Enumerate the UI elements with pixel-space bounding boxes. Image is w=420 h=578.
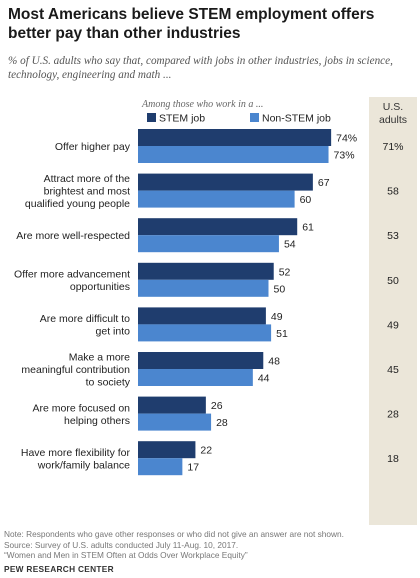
- us-adults-value: 45: [387, 364, 399, 376]
- chart-subtitle: % of U.S. adults who say that, compared …: [8, 55, 393, 81]
- source-organization: PEW RESEARCH CENTER: [4, 564, 114, 574]
- value-label-stem: 74%: [336, 133, 357, 145]
- report-title-line: “Women and Men in STEM Often at Odds Ove…: [4, 550, 248, 560]
- bar-stem: [138, 129, 332, 146]
- source-line: Source: Survey of U.S. adults conducted …: [4, 539, 239, 550]
- category-label: work/family balance: [37, 459, 130, 471]
- bar-stem: [138, 218, 298, 236]
- category-label: Offer higher pay: [55, 141, 131, 153]
- bar-non-stem: [138, 413, 212, 431]
- us-adults-header: adults: [379, 114, 407, 126]
- category-label: get into: [96, 326, 131, 338]
- us-adults-value: 49: [387, 319, 399, 331]
- value-label-non-stem: 60: [300, 194, 312, 206]
- category-label: Attract more of the: [44, 173, 131, 185]
- us-adults-value: 18: [387, 453, 399, 465]
- value-label-stem: 48: [268, 356, 280, 368]
- category-label: Have more flexibility for: [21, 447, 131, 459]
- value-label-non-stem: 44: [258, 373, 270, 385]
- bar-non-stem: [138, 279, 269, 297]
- value-label-non-stem: 54: [284, 239, 296, 251]
- bar-stem: [138, 396, 206, 414]
- bar-stem: [138, 307, 266, 325]
- value-label-non-stem: 17: [187, 462, 199, 474]
- value-label-non-stem: 50: [274, 283, 286, 295]
- bar-non-stem: [138, 190, 295, 208]
- category-label: qualified young people: [25, 198, 130, 210]
- us-adults-panel: [369, 97, 417, 525]
- value-label-non-stem: 28: [216, 417, 228, 429]
- us-adults-value: 58: [387, 186, 399, 198]
- value-label-non-stem: 73%: [334, 150, 355, 162]
- category-label: Make a more: [69, 352, 130, 364]
- value-label-stem: 49: [271, 311, 283, 323]
- category-label: meaningful contribution: [21, 364, 130, 376]
- bar-chart: U.S.adults Among those who work in a ...…: [14, 97, 417, 525]
- bar-non-stem: [138, 458, 183, 476]
- category-label: to society: [86, 377, 131, 389]
- value-label-stem: 67: [318, 177, 330, 189]
- value-label-stem: 61: [302, 222, 314, 234]
- category-label: Are more well-respected: [16, 230, 130, 242]
- legend-swatch-non-stem: [250, 113, 259, 122]
- value-label-stem: 26: [211, 400, 223, 412]
- us-adults-header: U.S.: [383, 101, 403, 113]
- legend-title: Among those who work in a ...: [141, 99, 263, 110]
- category-label: Offer more advancement: [14, 269, 130, 281]
- category-label: Are more difficult to: [40, 313, 130, 325]
- note-line: Note: Respondents who gave other respons…: [4, 529, 344, 539]
- chart-title: Most Americans believe STEM employment o…: [8, 6, 375, 42]
- bar-non-stem: [138, 235, 279, 253]
- legend-label-non-stem: Non-STEM job: [262, 113, 331, 125]
- us-adults-value: 50: [387, 275, 399, 287]
- chart-note: Note: Respondents who gave other respons…: [4, 529, 418, 561]
- legend-label-stem: STEM job: [159, 113, 205, 125]
- legend-swatch-stem: [147, 113, 156, 122]
- bar-stem: [138, 441, 196, 459]
- bar-non-stem: [138, 369, 253, 386]
- category-label: opportunities: [70, 281, 130, 293]
- value-label-non-stem: 51: [276, 328, 288, 340]
- category-label: brightest and most: [44, 186, 130, 198]
- us-adults-value: 53: [387, 230, 399, 242]
- category-label: helping others: [64, 415, 130, 427]
- value-label-stem: 22: [200, 445, 212, 457]
- category-label: Are more focused on: [33, 402, 131, 414]
- bar-non-stem: [138, 324, 272, 342]
- value-label-stem: 52: [279, 266, 291, 278]
- bar-stem: [138, 173, 313, 191]
- us-adults-value: 71%: [382, 141, 403, 153]
- us-adults-value: 28: [387, 409, 399, 421]
- bar-stem: [138, 262, 274, 280]
- bar-non-stem: [138, 146, 329, 163]
- bar-stem: [138, 352, 264, 369]
